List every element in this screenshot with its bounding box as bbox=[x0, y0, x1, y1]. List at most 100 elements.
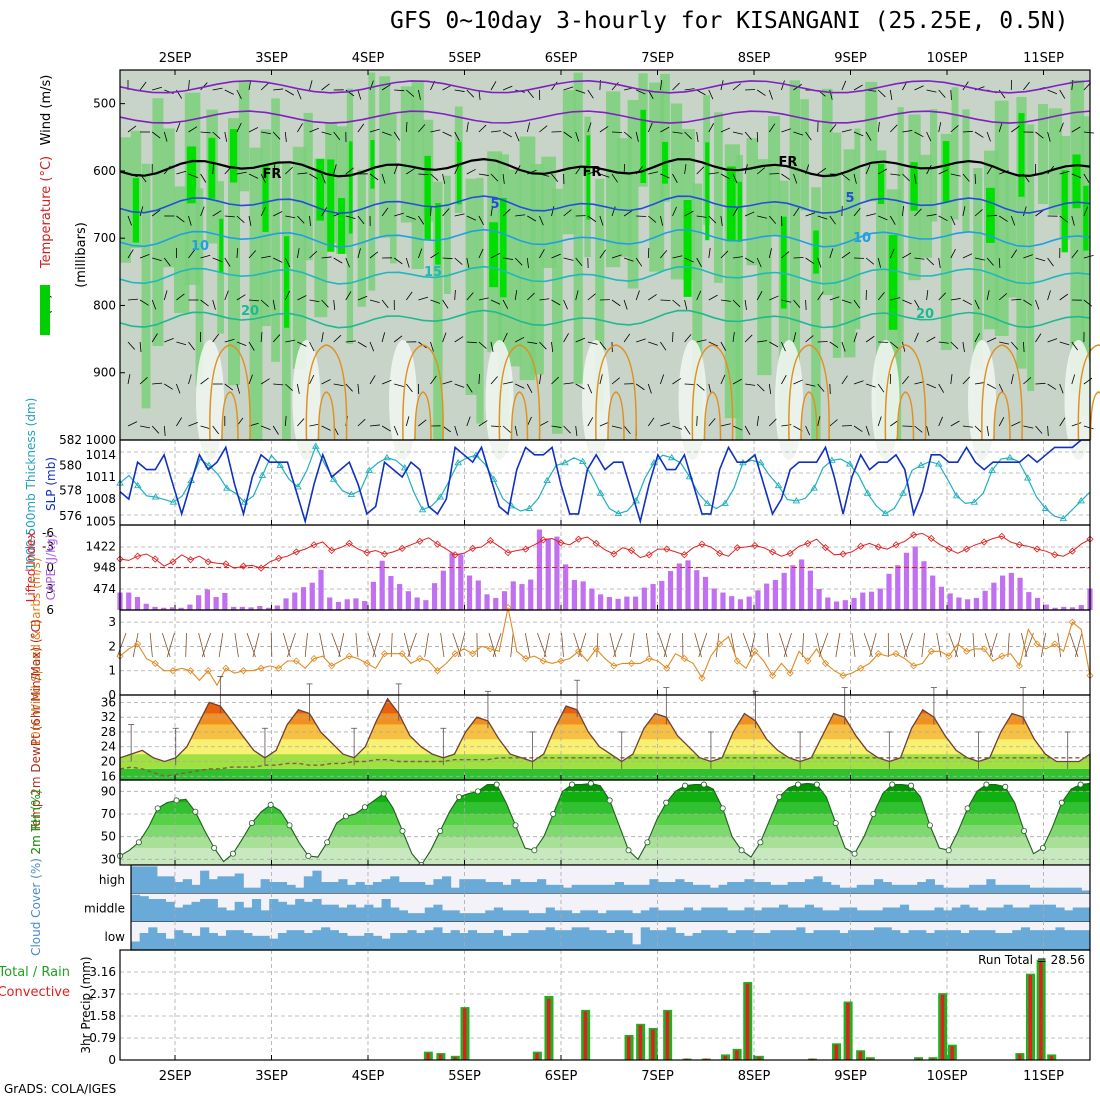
rh-region-high bbox=[219, 218, 224, 273]
wind-barb bbox=[248, 173, 259, 179]
cloud-middle-bar bbox=[1046, 904, 1056, 922]
wind-barb bbox=[537, 632, 547, 658]
wind-barb bbox=[1047, 383, 1057, 390]
thickness-marker bbox=[1041, 504, 1050, 511]
wind-barb bbox=[781, 299, 792, 303]
thickness-marker bbox=[276, 461, 284, 468]
wind-barb bbox=[732, 425, 743, 431]
cloud-low-bar bbox=[165, 938, 175, 950]
rh-region bbox=[746, 138, 758, 266]
lifted-marker bbox=[680, 551, 688, 559]
wind-barb bbox=[694, 632, 702, 658]
rh-region bbox=[573, 72, 583, 384]
isotherm-warm bbox=[209, 344, 251, 441]
wind-barb bbox=[321, 299, 329, 308]
cloud-low-bar bbox=[787, 930, 797, 950]
wind-barb bbox=[200, 377, 209, 385]
wind-barb bbox=[478, 173, 489, 176]
thickness-marker bbox=[418, 505, 427, 513]
lifted-marker bbox=[134, 552, 142, 560]
wind-barb bbox=[1023, 299, 1033, 306]
cloud-middle-bar bbox=[770, 907, 780, 922]
wind-barb bbox=[768, 215, 777, 224]
cloud-low-bar bbox=[226, 930, 236, 950]
wind-barb bbox=[853, 332, 858, 343]
cloud-middle-bar bbox=[597, 913, 607, 922]
wind-barb bbox=[478, 297, 489, 301]
wind-barb bbox=[805, 425, 811, 436]
wind-barb bbox=[357, 418, 366, 427]
rh-band bbox=[120, 814, 1090, 826]
lifted-marker bbox=[522, 545, 530, 553]
wind-barb bbox=[998, 293, 1008, 301]
cape-bar bbox=[930, 575, 936, 610]
wind-barb bbox=[1071, 173, 1082, 179]
wind-barb bbox=[1083, 206, 1089, 217]
cloud-high-bar bbox=[960, 887, 970, 894]
wind-barb bbox=[188, 374, 192, 385]
cloud-middle-bar bbox=[882, 907, 892, 922]
wind-barb bbox=[599, 421, 610, 427]
wind-barb bbox=[781, 80, 785, 91]
cape-bar bbox=[965, 599, 971, 610]
date-label-bottom: 6SEP bbox=[545, 1069, 578, 1084]
cloud-low-bar bbox=[822, 930, 832, 950]
cloud-middle-bar bbox=[1072, 907, 1082, 922]
wind-barb bbox=[248, 374, 253, 385]
wind-barb bbox=[756, 89, 766, 96]
lifted-marker bbox=[610, 550, 618, 558]
wind-barb bbox=[1083, 425, 1094, 430]
cloud-low-bar bbox=[804, 933, 815, 950]
cloud-middle-bar bbox=[1003, 904, 1013, 922]
cape-bar bbox=[903, 552, 910, 610]
y-tick-label: 50 bbox=[101, 830, 116, 844]
lifted-marker bbox=[1051, 551, 1059, 559]
cloud-high-bar bbox=[623, 884, 633, 894]
wind-barb bbox=[611, 173, 618, 183]
dewpoint-line bbox=[119, 757, 1090, 778]
cloud-low-bar bbox=[528, 930, 538, 950]
rh-region-high bbox=[888, 234, 898, 330]
precip-convective-bar bbox=[810, 1058, 814, 1060]
wind-barb bbox=[611, 254, 622, 259]
cloud-high-bar bbox=[675, 879, 685, 894]
rh-marker bbox=[211, 845, 218, 852]
wind-barb bbox=[381, 131, 392, 136]
cape-bar bbox=[694, 570, 700, 610]
wind-barb bbox=[599, 215, 604, 226]
wind-barb bbox=[1035, 209, 1044, 217]
cloud-high-bar bbox=[346, 884, 357, 894]
wind-barb bbox=[418, 173, 429, 176]
wind-barb bbox=[914, 208, 922, 217]
y-tick-label: 0 bbox=[46, 561, 54, 575]
rh-region bbox=[735, 155, 743, 440]
cloud-middle-bar bbox=[286, 904, 296, 922]
cape-bar bbox=[921, 561, 927, 610]
wind-barb bbox=[321, 425, 331, 431]
wind-barb bbox=[161, 632, 171, 658]
wind-barb bbox=[333, 334, 342, 343]
wind-barb bbox=[696, 131, 699, 142]
wind-barb bbox=[526, 383, 533, 394]
wind-barb bbox=[1047, 425, 1049, 437]
rh-marker bbox=[286, 822, 293, 829]
wind-barb bbox=[902, 341, 906, 352]
cloud-high-bar bbox=[312, 870, 322, 894]
rh-marker bbox=[851, 850, 858, 857]
cape-bar bbox=[143, 603, 149, 610]
wind-barb bbox=[611, 299, 621, 307]
lifted-marker bbox=[733, 544, 741, 552]
wind-barb bbox=[817, 257, 822, 268]
wind-barb bbox=[575, 383, 585, 390]
isotherm-line bbox=[119, 157, 1091, 178]
lifted-marker bbox=[451, 551, 459, 559]
rh-band bbox=[120, 783, 1090, 792]
y-tick-label: 800 bbox=[93, 298, 116, 312]
lifted-index-line bbox=[119, 532, 1091, 569]
wind-barb bbox=[551, 425, 562, 428]
wind-barb bbox=[829, 341, 839, 348]
precip-convective-bar bbox=[846, 1002, 850, 1060]
wind-barb bbox=[853, 207, 861, 217]
cloud-middle-bar bbox=[606, 910, 616, 922]
wind-barb bbox=[587, 417, 594, 427]
